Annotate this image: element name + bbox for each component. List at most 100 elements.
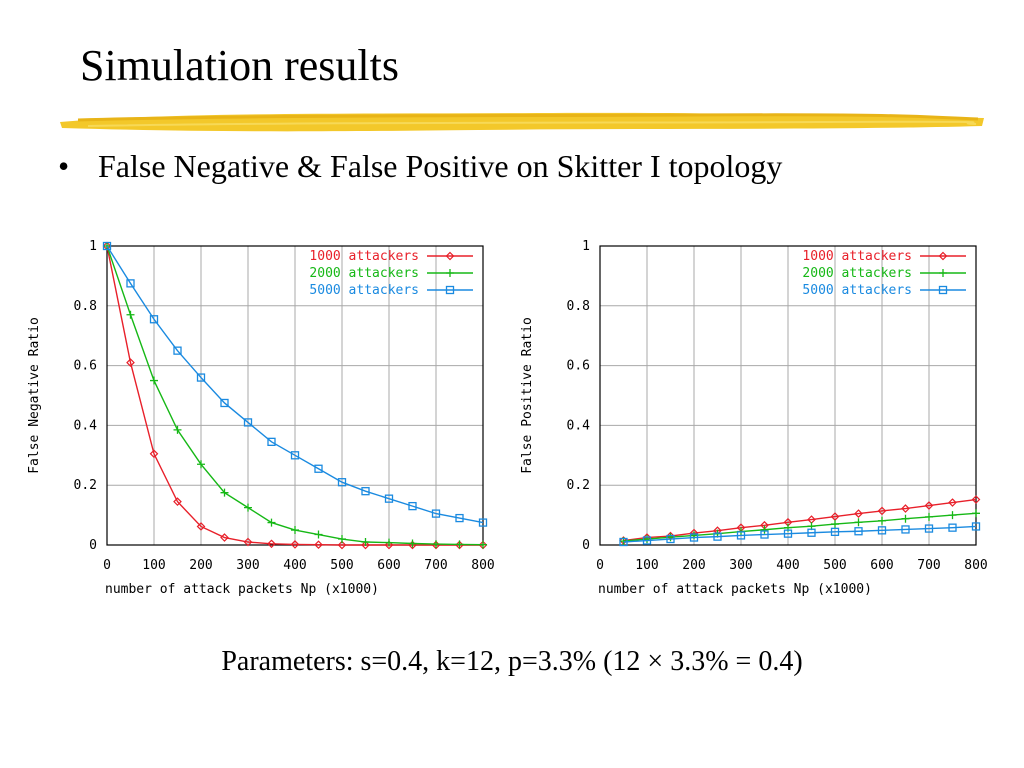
legend-label: 2000 attackers	[309, 266, 419, 281]
x-tick-label: 300	[236, 558, 259, 573]
x-tick-label: 500	[823, 558, 846, 573]
data-point	[197, 460, 205, 469]
data-point	[290, 451, 300, 460]
data-point	[924, 524, 934, 533]
data-point	[126, 279, 135, 288]
legend-label: 5000 attackers	[309, 283, 419, 298]
data-point	[689, 533, 699, 542]
x-tick-label: 100	[635, 558, 658, 573]
data-point	[408, 539, 417, 548]
data-point	[642, 536, 652, 545]
data-point	[854, 518, 863, 527]
data-point	[102, 241, 112, 251]
x-tick-label: 700	[917, 558, 940, 573]
data-point	[267, 437, 276, 446]
data-point	[455, 513, 464, 523]
data-point	[431, 509, 441, 518]
data-point	[361, 487, 370, 496]
legend-label: 1000 attackers	[802, 249, 912, 264]
legend-marker	[938, 251, 948, 261]
x-tick-label: 400	[776, 558, 799, 573]
x-tick-label: 0	[596, 558, 604, 573]
x-tick-label: 200	[682, 558, 705, 573]
y-tick-label: 0.4	[567, 418, 591, 433]
x-tick-label: 600	[870, 558, 893, 573]
data-point	[455, 540, 464, 549]
data-point	[290, 540, 300, 549]
x-axis-label: number of attack packets Np (x1000)	[105, 582, 379, 597]
x-tick-label: 600	[377, 558, 400, 573]
data-point	[384, 540, 394, 550]
series-5000-attackers	[619, 522, 981, 547]
data-point	[760, 530, 769, 539]
data-point	[478, 518, 488, 527]
data-point	[384, 494, 394, 503]
data-point	[337, 540, 347, 550]
data-point	[149, 315, 159, 324]
x-tick-label: 100	[142, 558, 165, 573]
legend-label: 2000 attackers	[802, 266, 912, 281]
data-point	[267, 518, 276, 527]
x-tick-label: 800	[471, 558, 494, 573]
data-point	[173, 497, 182, 506]
data-point	[877, 526, 887, 535]
slide-title: Simulation results	[80, 41, 399, 90]
data-point	[901, 504, 910, 513]
title-underline-brush	[60, 112, 984, 132]
y-tick-label: 1	[89, 239, 97, 254]
x-tick-label: 200	[189, 558, 212, 573]
data-point	[337, 478, 347, 487]
data-point	[901, 525, 910, 534]
data-point	[220, 533, 229, 542]
data-point	[173, 425, 182, 434]
y-tick-label: 0	[89, 538, 97, 553]
data-point	[244, 503, 252, 512]
data-point	[314, 530, 323, 539]
data-point	[643, 535, 651, 544]
data-point	[948, 498, 957, 507]
data-point	[666, 534, 675, 544]
data-point	[150, 376, 158, 385]
legend-marker	[445, 251, 455, 261]
legend-label: 5000 attackers	[802, 283, 912, 298]
data-point	[948, 523, 957, 532]
data-point	[901, 514, 910, 523]
x-tick-label: 500	[330, 558, 353, 573]
data-point	[877, 506, 887, 516]
data-point	[713, 532, 722, 541]
data-point	[267, 539, 276, 549]
y-tick-label: 0.4	[74, 418, 98, 433]
data-point	[126, 310, 135, 319]
legend-marker	[445, 285, 455, 295]
data-point	[385, 538, 393, 547]
y-tick-label: 0.8	[74, 299, 97, 314]
data-point	[479, 540, 487, 549]
y-tick-label: 0.8	[567, 299, 590, 314]
data-point	[361, 540, 370, 550]
data-point	[149, 449, 159, 459]
bullet-text: False Negative & False Positive on Skitt…	[98, 148, 783, 184]
data-point	[972, 509, 980, 518]
parameters-caption: Parameters: s=0.4, k=12, p=3.3% (12 × 3.…	[221, 646, 803, 677]
data-point	[878, 516, 886, 525]
data-point	[971, 522, 981, 531]
y-tick-label: 1	[582, 239, 590, 254]
y-tick-label: 0.2	[567, 478, 590, 493]
false-positive-chart: 0 100 200 300 400 500 600 700 800 0 0.2 0.4 0.6 0.8 1 n…	[520, 239, 988, 597]
data-point	[220, 398, 229, 408]
data-point	[807, 528, 816, 537]
data-point	[220, 488, 229, 497]
data-point	[783, 529, 793, 538]
legend-label: 1000 attackers	[309, 249, 419, 264]
false-negative-chart: 0 100 200 300 400 500 600 700 800 0 0.2 0.4 0.6 0.8 1 n…	[27, 239, 495, 597]
y-tick-label: 0	[582, 538, 590, 553]
x-tick-label: 800	[964, 558, 987, 573]
x-tick-label: 300	[729, 558, 752, 573]
data-point	[126, 358, 135, 367]
y-tick-label: 0.6	[74, 359, 97, 374]
data-point	[432, 540, 440, 549]
data-point	[619, 537, 628, 547]
data-point	[925, 512, 933, 521]
y-axis-label: False Negative Ratio	[27, 317, 42, 474]
series-line	[623, 512, 977, 542]
